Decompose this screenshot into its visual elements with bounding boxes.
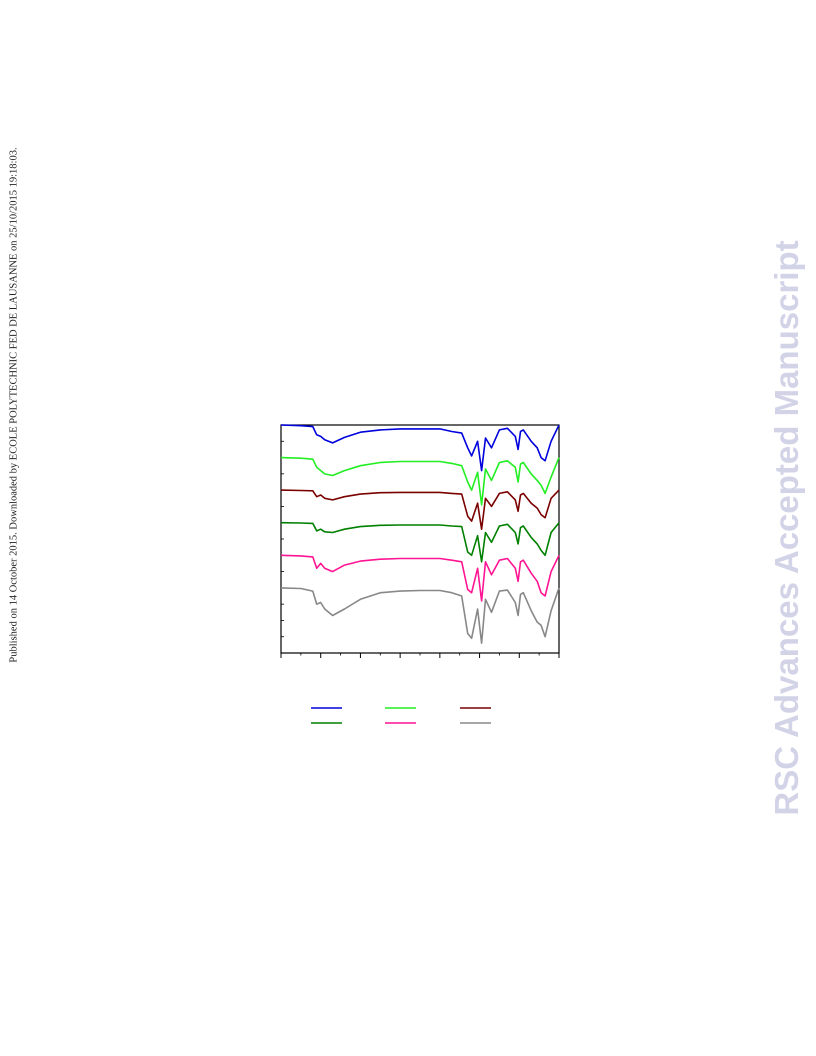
series-line-5: [280, 554, 560, 602]
series-line-6: [280, 587, 560, 645]
series-line-1: [280, 424, 560, 472]
series-line-3: [280, 489, 560, 531]
series-line-4: [280, 521, 560, 563]
series-line-2: [280, 456, 560, 506]
